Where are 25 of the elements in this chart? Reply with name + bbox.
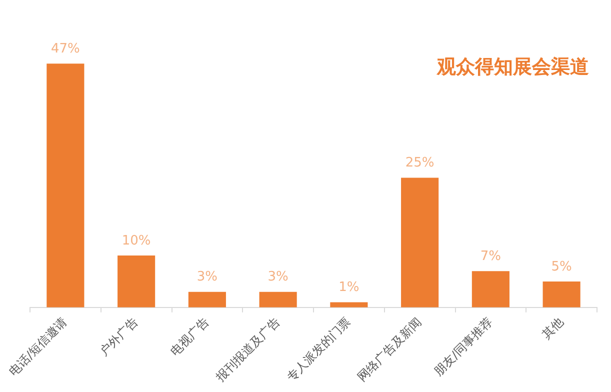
x-tick-label: 其他 (539, 314, 566, 342)
data-label: 10% (122, 233, 151, 248)
data-label: 3% (196, 270, 218, 285)
x-tick-label: 网络广告及新闻 (354, 314, 424, 384)
x-tick-label: 朋友/同事推荐 (431, 314, 496, 379)
data-label: 3% (268, 270, 288, 285)
bar (46, 64, 84, 308)
x-tick-label: 电话/短信邀请 (6, 314, 70, 379)
x-tick-label: 户外广告 (96, 314, 141, 359)
data-label: 7% (480, 248, 501, 264)
data-label: 5% (551, 259, 572, 274)
bar (259, 292, 297, 308)
bar (118, 256, 156, 308)
x-tick-label: 电视广告 (168, 314, 212, 359)
bar (188, 292, 226, 308)
x-tick-label: 专人派发的门票 (284, 314, 354, 384)
bar (401, 178, 439, 308)
x-tick-label: 报刊报道及广告 (212, 314, 282, 385)
data-label: 1% (338, 280, 360, 296)
chart-title: 观众得知展会渠道 (436, 56, 589, 78)
data-label: 47% (50, 41, 80, 56)
bar (330, 302, 368, 308)
bar (472, 271, 510, 308)
data-label: 25% (405, 156, 434, 171)
bar (542, 281, 580, 308)
